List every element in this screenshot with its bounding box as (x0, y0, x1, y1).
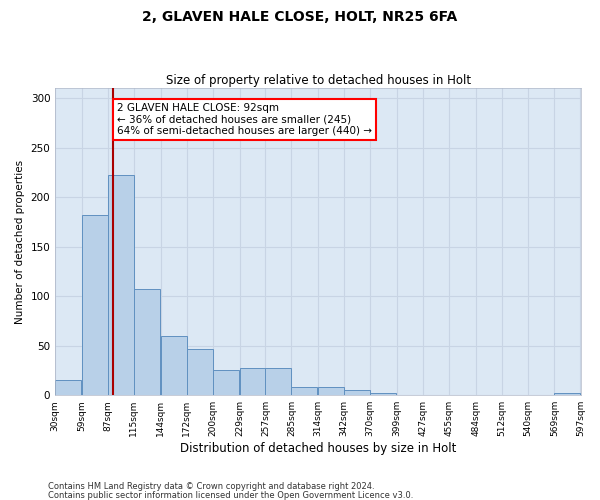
Bar (212, 370, 239, 395)
Bar (134, 289, 160, 395)
Text: 2, GLAVEN HALE CLOSE, HOLT, NR25 6FA: 2, GLAVEN HALE CLOSE, HOLT, NR25 6FA (142, 10, 458, 24)
Text: 2 GLAVEN HALE CLOSE: 92sqm
← 36% of detached houses are smaller (245)
64% of sem: 2 GLAVEN HALE CLOSE: 92sqm ← 36% of deta… (117, 103, 372, 136)
Bar (239, 368, 265, 395)
Bar (55, 380, 81, 395)
Bar (187, 348, 212, 395)
X-axis label: Distribution of detached houses by size in Holt: Distribution of detached houses by size … (180, 442, 457, 455)
Bar (82, 215, 108, 395)
Bar (318, 388, 344, 395)
Text: Contains public sector information licensed under the Open Government Licence v3: Contains public sector information licen… (48, 490, 413, 500)
Y-axis label: Number of detached properties: Number of detached properties (15, 160, 25, 324)
Bar (265, 368, 292, 395)
Bar (344, 390, 370, 395)
Bar (292, 388, 317, 395)
Bar (161, 336, 187, 395)
Bar (370, 393, 396, 395)
Text: Contains HM Land Registry data © Crown copyright and database right 2024.: Contains HM Land Registry data © Crown c… (48, 482, 374, 491)
Title: Size of property relative to detached houses in Holt: Size of property relative to detached ho… (166, 74, 471, 87)
Bar (108, 176, 134, 395)
Bar (554, 393, 580, 395)
